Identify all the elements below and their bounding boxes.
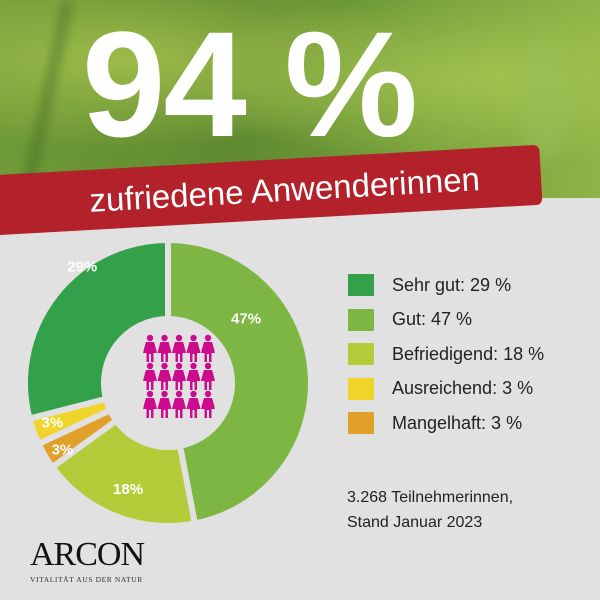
- legend-item: Sehr gut: 29 %: [348, 268, 544, 303]
- participants-note: 3.268 Teilnehmerinnen, Stand Januar 2023: [347, 485, 513, 535]
- subtitle-text: zufriedene Anwenderinnen: [88, 159, 481, 219]
- legend-label: Mangelhaft: 3 %: [392, 412, 523, 433]
- legend-swatch: [348, 274, 374, 297]
- legend-swatch: [348, 377, 374, 400]
- legend-label: Befriedigend: 18 %: [392, 343, 545, 364]
- legend-swatch: [348, 308, 374, 331]
- donut-slice-sehr-gut: [22, 236, 171, 423]
- legend-swatch: [348, 412, 374, 435]
- donut-slice-gut: [165, 236, 314, 527]
- arcon-logo: ARCON VITALITÄT AUS DER NATUR: [30, 536, 145, 585]
- donut-slice-befriedigend: [48, 416, 199, 529]
- women-figures-icon: [143, 334, 215, 418]
- slice-label: 47%: [231, 310, 261, 327]
- participants-count: 3.268 Teilnehmerinnen,: [347, 489, 514, 506]
- brand-name: ARCON: [30, 536, 145, 573]
- legend-swatch: [348, 343, 374, 366]
- legend-item: Gut: 47 %: [348, 303, 544, 338]
- slice-label: 3%: [52, 442, 74, 459]
- date-stamp: Stand Januar 2023: [347, 514, 483, 531]
- legend-label: Sehr gut: 29 %: [392, 274, 512, 295]
- slice-label: 18%: [113, 481, 143, 498]
- slice-label: 3%: [42, 414, 64, 431]
- legend: Sehr gut: 29 % Gut: 47 % Befriedigend: 1…: [348, 268, 544, 441]
- brand-tagline: VITALITÄT AUS DER NATUR: [30, 575, 143, 584]
- legend-item: Befriedigend: 18 %: [348, 337, 544, 372]
- legend-label: Gut: 47 %: [392, 309, 473, 330]
- headline-percentage: 94 %: [82, 0, 418, 168]
- legend-item: Mangelhaft: 3 %: [348, 406, 544, 441]
- legend-label: Ausreichend: 3 %: [392, 378, 534, 399]
- slice-label: 29%: [67, 258, 97, 275]
- donut-chart: 47% 18% 3% 3% 29%: [22, 236, 314, 529]
- legend-item: Ausreichend: 3 %: [348, 372, 544, 407]
